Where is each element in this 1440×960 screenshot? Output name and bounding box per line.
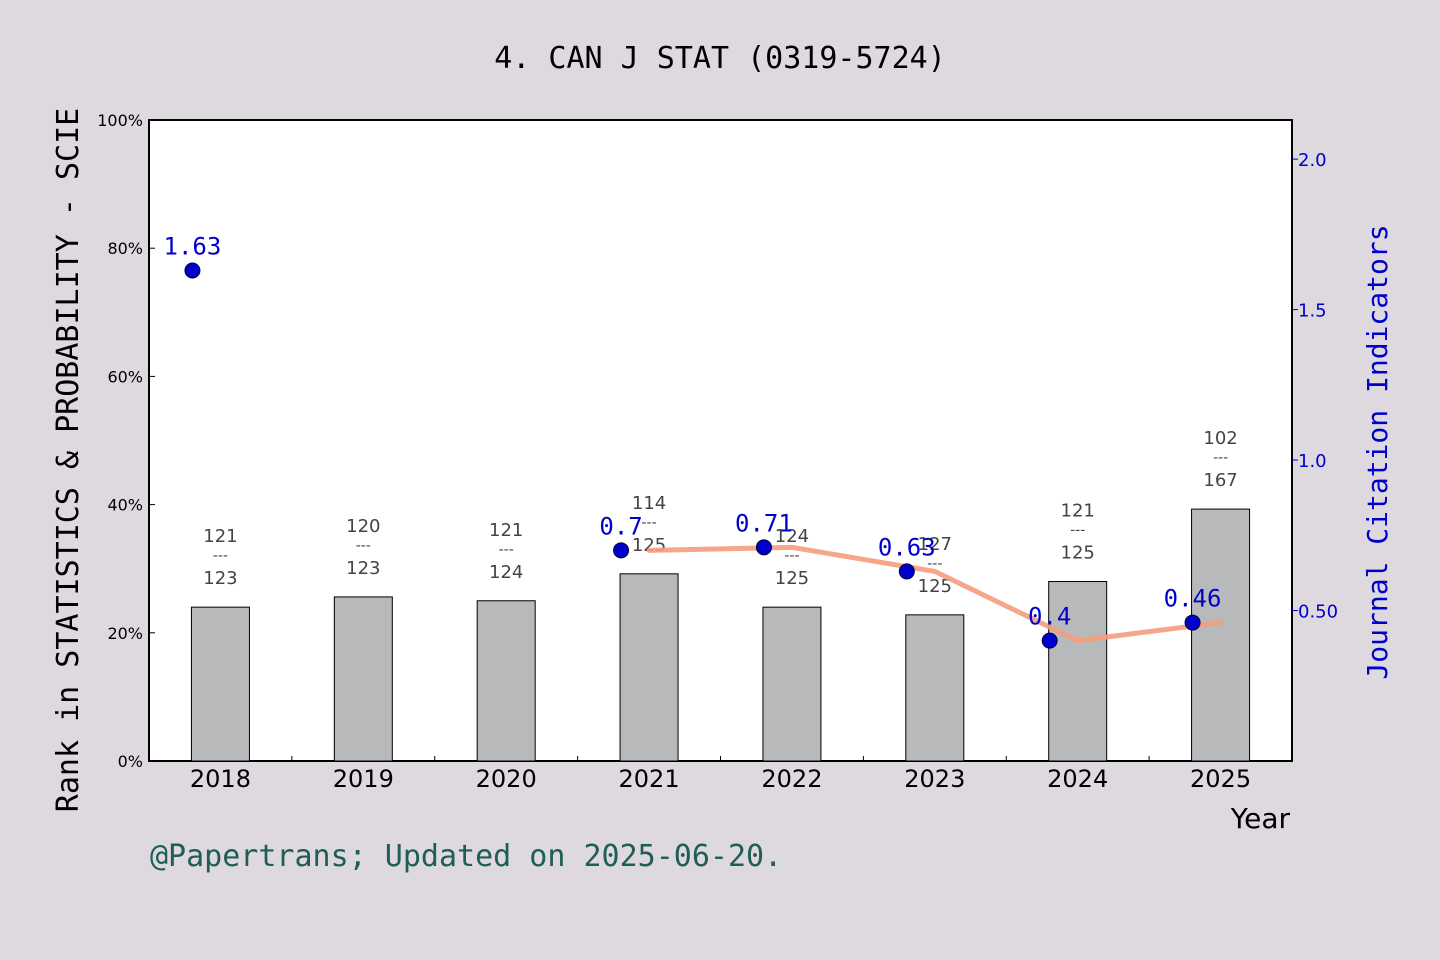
x-tick-label: 2018 xyxy=(190,765,251,793)
x-tick-label: 2019 xyxy=(333,765,394,793)
y-axis-label: Rank in STATISTICS & PROBABILITY - SCIE xyxy=(51,108,86,812)
jci-point xyxy=(755,539,772,556)
rank-total: 125 xyxy=(1061,543,1095,564)
rank-bar xyxy=(333,596,393,762)
jci-label: 1.63 xyxy=(164,232,222,260)
y-tick-label: 40% xyxy=(107,496,143,515)
rank-bar xyxy=(905,614,965,762)
y2-tick-label: 2.0 xyxy=(1298,150,1327,171)
rank-bar xyxy=(1048,581,1108,762)
x-tick-label: 2025 xyxy=(1190,765,1251,793)
x-tick-label: 2020 xyxy=(476,765,537,793)
jci-label: 0.71 xyxy=(735,509,793,537)
rank-value: 121 xyxy=(1061,501,1095,522)
rank-separator: --- xyxy=(784,548,799,564)
rank-value: 127 xyxy=(918,534,952,555)
x-tick-label: 2022 xyxy=(761,765,822,793)
x-tick-label: 2024 xyxy=(1047,765,1108,793)
y2-axis: 0.50 1.0 1.5 2.0 xyxy=(1292,150,1338,623)
footer-note: @Papertrans; Updated on 2025-06-20. xyxy=(150,839,782,874)
rank-bar xyxy=(619,573,679,762)
rank-bar xyxy=(762,606,822,762)
jci-label: 0.46 xyxy=(1164,585,1222,613)
rank-separator: --- xyxy=(356,538,371,554)
rank-bar xyxy=(1191,508,1251,762)
rank-bar xyxy=(476,600,536,762)
rank-total: 167 xyxy=(1203,470,1237,491)
plot-area xyxy=(148,119,1293,762)
y2-tick-label: 1.0 xyxy=(1298,451,1327,472)
jci-point xyxy=(1041,632,1058,649)
jci-point xyxy=(613,542,630,559)
y-tick-label: 0% xyxy=(118,752,143,771)
rank-value: 121 xyxy=(203,526,237,547)
y-tick-label: 80% xyxy=(107,239,143,258)
y2-axis-label: Journal Citation Indicators xyxy=(1361,224,1394,679)
jci-label: 0.7 xyxy=(599,512,642,540)
jci-point xyxy=(898,563,915,580)
rank-value: 124 xyxy=(775,526,809,547)
jci-point xyxy=(1184,614,1201,631)
y2-tick-label: 0.50 xyxy=(1298,602,1338,623)
rank-separator: --- xyxy=(641,515,656,531)
y2-tick-label: 1.5 xyxy=(1298,301,1327,322)
rank-total: 124 xyxy=(489,562,523,583)
rank-total: 123 xyxy=(203,568,237,589)
x-axis: 2018 2019 2020 2021 2022 2023 2024 2025 xyxy=(190,756,1251,793)
x-axis-label: Year xyxy=(1230,802,1291,835)
jci-line xyxy=(646,544,1224,644)
rank-total: 125 xyxy=(775,568,809,589)
jci-point xyxy=(184,262,201,279)
x-tick-label: 2021 xyxy=(619,765,680,793)
y-tick-label: 20% xyxy=(107,624,143,643)
rank-separator: --- xyxy=(213,548,228,564)
chart-title: 4. CAN J STAT (0319-5724) xyxy=(494,41,946,76)
jci-points: 1.63 0.7 0.71 0.63 0.4 0.46 xyxy=(164,232,1222,649)
rank-value: 120 xyxy=(346,516,380,537)
rank-value: 102 xyxy=(1203,428,1237,449)
y-tick-label: 100% xyxy=(97,111,143,130)
rank-value: 114 xyxy=(632,493,666,514)
rank-separator: --- xyxy=(1070,523,1085,539)
rank-separator: --- xyxy=(1213,450,1228,466)
rank-total: 125 xyxy=(918,576,952,597)
rank-separator: --- xyxy=(499,542,514,558)
rank-total: 123 xyxy=(346,558,380,579)
jci-label: 0.63 xyxy=(878,533,936,561)
x-tick-label: 2023 xyxy=(904,765,965,793)
rank-value: 121 xyxy=(489,520,523,541)
rank-bar xyxy=(190,606,250,762)
rank-separator: --- xyxy=(927,556,942,572)
bars xyxy=(190,508,1251,762)
y-axis: 0% 20% 40% 60% 80% 100% xyxy=(97,111,155,771)
y-tick-label: 60% xyxy=(107,367,143,386)
jci-label: 0.4 xyxy=(1028,603,1071,631)
